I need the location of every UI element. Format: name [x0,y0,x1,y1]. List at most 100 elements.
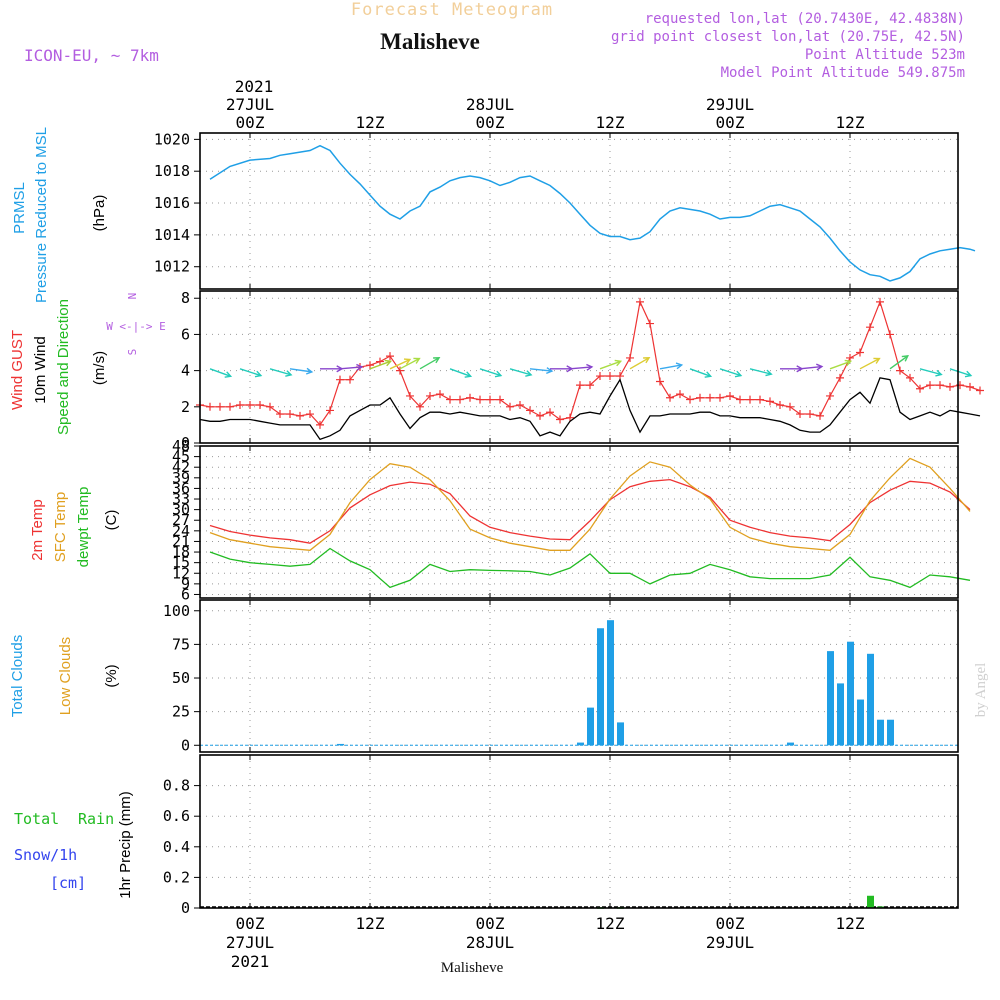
pressure-unit: (hPa) [91,195,108,232]
wind-direction-arrow [239,368,262,377]
cloud-bar [827,651,834,746]
gust-marker [676,390,684,399]
wind-direction-arrow [389,358,411,370]
wind-compass: N W <-|-> E S [106,293,166,356]
y-tick-label: 0.6 [163,807,190,825]
gust-marker [826,391,834,400]
gust-marker [456,395,464,404]
wind-arrow-head [816,363,824,371]
gust-marker [396,366,404,375]
y-tick-label: 33 [172,490,190,508]
gust-marker [446,395,454,404]
top-day-label: 29JUL [706,95,754,114]
gust-marker [976,386,984,395]
requested-coords: requested lon,lat (20.7430E, 42.4838N) [645,11,965,27]
panel-frame [199,754,959,909]
rain-bar [867,895,874,908]
cloud-bar [787,742,794,746]
y-tick-label: 6 [181,585,190,603]
gust-marker [376,357,384,366]
precip-axis-label: 1hr Precip (mm) [117,791,134,899]
cloud-bar [607,620,614,746]
gust-marker [726,391,734,400]
y-tick-label: 1016 [154,194,190,212]
y-tick-label: 0 [181,899,190,917]
gust-marker [536,411,544,420]
wind-direction-arrow [449,368,471,377]
bottom-day-label: 28JUL [466,933,514,952]
wind-arrow-head [305,367,314,375]
panel-frame [199,290,959,444]
wind-dir-label: Speed and Direction [55,299,72,435]
gust-marker [246,401,254,409]
wind-arrow-head [935,369,943,377]
wind-direction-arrow [289,368,312,373]
gust-marker [486,395,494,404]
cloud-bar [617,722,624,746]
gust-marker [476,395,484,404]
gridpoint-coords: grid point closest lon,lat (20.75E, 42.5… [611,29,965,45]
gust-marker [796,410,804,419]
cloud-bar [597,628,604,746]
wind-direction-arrow [829,360,851,370]
gust-marker [876,297,884,306]
top-day-label: 27JUL [226,95,274,114]
gust-marker [926,381,934,390]
y-tick-label: 0.4 [163,838,190,856]
wind-arrow-head [675,362,684,370]
gust-marker [746,395,754,404]
y-tick-label: 0 [181,434,190,452]
gust-marker [256,401,264,409]
gust-marker [626,353,634,362]
cloud-bar [337,743,344,746]
y-tick-label: 8 [181,289,190,307]
pressure-label-b: Pressure Reduced to MSL [33,127,50,303]
compass-we: W <-|-> E [106,320,166,333]
wind-gust-label: Wind GUST [9,330,26,410]
gust-marker [326,406,334,415]
gust-marker [286,410,294,419]
cloud-bar [847,641,854,746]
top-hour-label: 00Z [716,113,745,132]
gust-marker [436,390,444,399]
wind-direction-arrow [339,366,362,370]
gust-marker [346,375,354,384]
bottom-hour-label: 00Z [236,914,265,933]
gust-marker [716,393,724,402]
y-tick-label: 39 [172,469,190,487]
gust-marker [516,401,524,409]
clouds-unit: (%) [103,664,120,687]
gust-marker [756,395,764,404]
y-tick-label: 27 [172,511,190,529]
y-tick-label: 9 [181,575,190,593]
temp-dewpt-line [209,547,971,589]
gust-marker [236,401,244,409]
gust-marker [546,408,554,417]
wind-direction-arrow [889,355,909,370]
gust-marker [526,406,534,415]
credit: by Angel [973,663,989,718]
wind-direction-arrow [919,368,942,376]
model-label: ICON-EU, ~ 7km [24,46,159,65]
y-tick-label: 12 [172,564,190,582]
gust-marker [556,415,564,424]
y-tick-label: 25 [172,703,190,721]
wind-arrow-head [224,371,233,378]
gust-marker [596,372,604,381]
y-tick-label: 30 [172,501,190,519]
gust-marker [656,377,664,386]
gust-marker [686,395,694,404]
wind-direction-arrow [399,357,420,370]
gust-marker [306,410,314,419]
gust-marker [766,397,774,406]
panel-frame [199,445,959,599]
temp-2m-label: 2m Temp [29,499,46,560]
bottom-day-label: 29JUL [706,933,754,952]
cloud-bar [577,742,584,746]
wind-arrow-head [403,358,412,365]
top-year: 2021 [235,77,274,96]
location-title: Malisheve [380,29,480,54]
gust-marker [386,352,394,361]
